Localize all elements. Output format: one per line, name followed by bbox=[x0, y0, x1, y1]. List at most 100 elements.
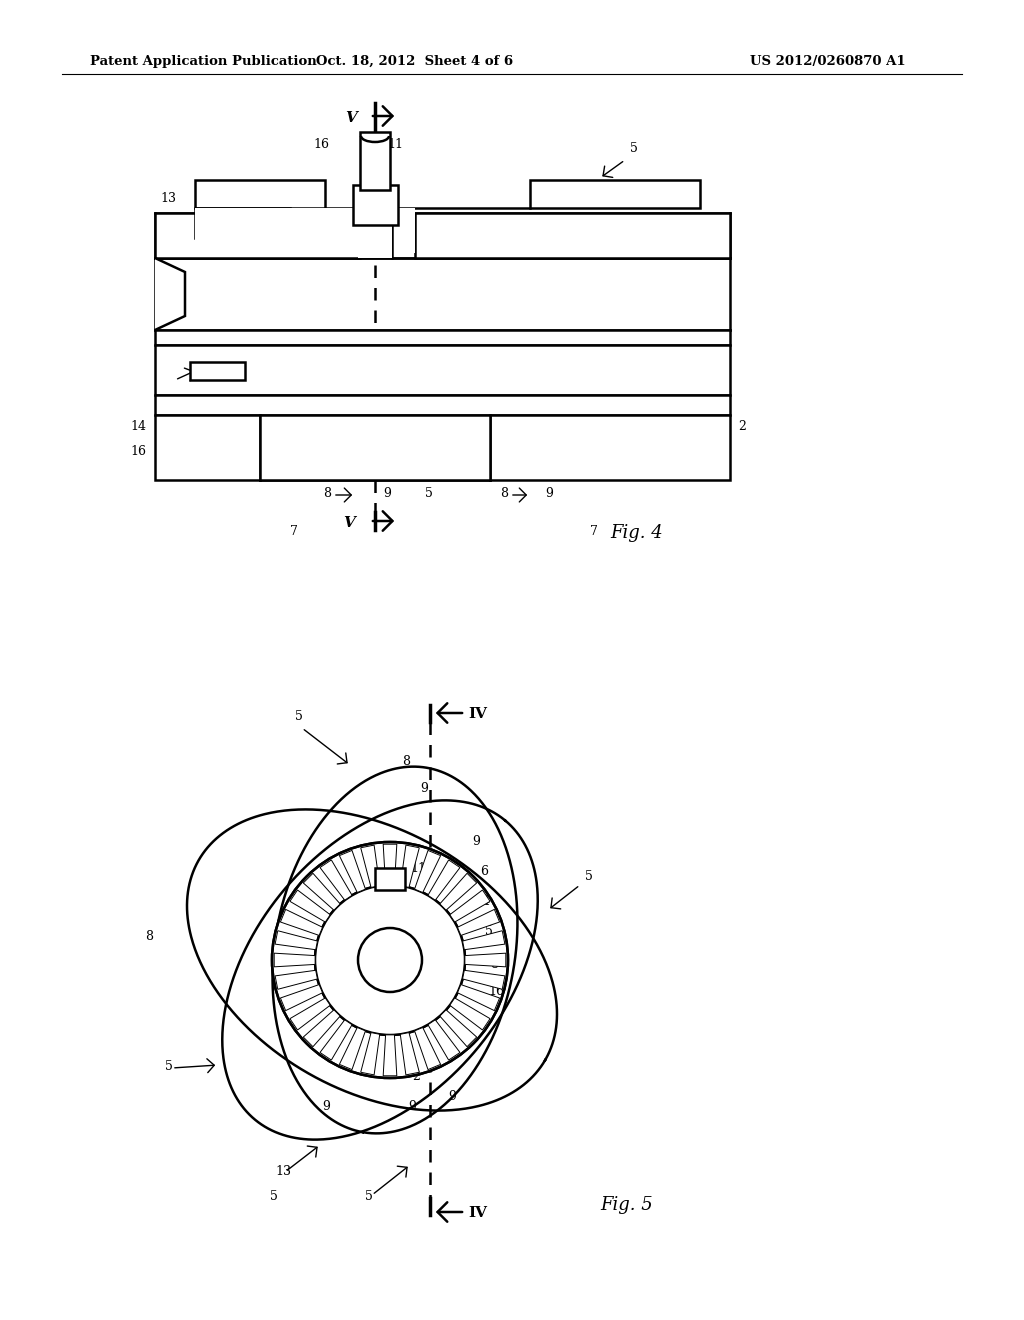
Bar bbox=[155, 330, 730, 345]
Text: US 2012/0260870 A1: US 2012/0260870 A1 bbox=[750, 55, 905, 69]
Text: 5: 5 bbox=[585, 870, 593, 883]
Bar bbox=[490, 414, 730, 480]
Text: 9: 9 bbox=[322, 1100, 330, 1113]
Bar bbox=[190, 362, 245, 380]
Circle shape bbox=[303, 873, 477, 1047]
Text: 9: 9 bbox=[449, 1090, 456, 1104]
Bar bbox=[360, 132, 390, 190]
Polygon shape bbox=[155, 257, 185, 330]
Polygon shape bbox=[275, 970, 317, 989]
Polygon shape bbox=[275, 931, 317, 949]
Text: 9: 9 bbox=[545, 487, 553, 500]
Bar bbox=[195, 209, 352, 253]
Polygon shape bbox=[415, 1027, 440, 1069]
Bar bbox=[155, 414, 260, 480]
Bar bbox=[530, 180, 700, 209]
Polygon shape bbox=[290, 998, 330, 1030]
Text: 6: 6 bbox=[480, 865, 488, 878]
Text: 13: 13 bbox=[275, 1166, 291, 1177]
Text: 13: 13 bbox=[160, 191, 176, 205]
Polygon shape bbox=[428, 859, 460, 900]
Text: 5: 5 bbox=[165, 1060, 173, 1073]
Polygon shape bbox=[450, 998, 490, 1030]
Polygon shape bbox=[290, 890, 330, 923]
Bar bbox=[195, 180, 325, 209]
Polygon shape bbox=[319, 859, 352, 900]
Text: 5: 5 bbox=[365, 1191, 373, 1203]
Polygon shape bbox=[319, 1020, 352, 1060]
Text: 5: 5 bbox=[270, 1191, 278, 1203]
Bar bbox=[155, 345, 730, 395]
Text: 9: 9 bbox=[472, 836, 480, 847]
Bar bbox=[375, 869, 406, 890]
Text: Fig. 5: Fig. 5 bbox=[600, 1196, 652, 1214]
Text: 2: 2 bbox=[412, 1071, 420, 1082]
Bar bbox=[530, 180, 700, 209]
Polygon shape bbox=[465, 953, 506, 966]
Polygon shape bbox=[274, 953, 315, 966]
Text: 9: 9 bbox=[383, 487, 391, 500]
Bar bbox=[155, 414, 260, 480]
Polygon shape bbox=[440, 1010, 477, 1047]
Bar bbox=[415, 213, 730, 257]
Bar bbox=[358, 213, 392, 257]
Text: Patent Application Publication: Patent Application Publication bbox=[90, 55, 316, 69]
Bar bbox=[155, 395, 730, 414]
Bar bbox=[415, 213, 730, 257]
Text: 7: 7 bbox=[590, 525, 598, 539]
Text: 11: 11 bbox=[410, 862, 426, 875]
Bar bbox=[195, 209, 290, 238]
Text: Fig. 4: Fig. 4 bbox=[610, 524, 663, 543]
Bar bbox=[397, 209, 415, 253]
Text: 5: 5 bbox=[630, 143, 638, 154]
Bar bbox=[155, 395, 730, 414]
Bar bbox=[155, 330, 730, 345]
Text: 9: 9 bbox=[408, 1100, 416, 1113]
Polygon shape bbox=[303, 1010, 340, 1047]
Polygon shape bbox=[360, 845, 380, 887]
Bar bbox=[155, 213, 360, 257]
Text: 8: 8 bbox=[402, 755, 410, 768]
Text: 9: 9 bbox=[420, 781, 428, 795]
Polygon shape bbox=[281, 985, 323, 1011]
Text: 5: 5 bbox=[485, 925, 493, 939]
Text: V: V bbox=[345, 111, 357, 125]
Polygon shape bbox=[463, 931, 505, 949]
Polygon shape bbox=[458, 909, 500, 936]
Text: 2: 2 bbox=[738, 420, 745, 433]
Polygon shape bbox=[400, 1032, 419, 1074]
Bar bbox=[490, 414, 730, 480]
Polygon shape bbox=[440, 874, 477, 911]
Text: 7: 7 bbox=[290, 525, 298, 539]
Text: 5: 5 bbox=[365, 442, 373, 455]
Bar bbox=[155, 345, 730, 395]
Polygon shape bbox=[339, 850, 366, 892]
Polygon shape bbox=[415, 850, 440, 892]
Text: 11: 11 bbox=[387, 139, 403, 150]
Text: 8: 8 bbox=[490, 958, 498, 972]
Circle shape bbox=[361, 931, 419, 989]
Circle shape bbox=[272, 842, 508, 1078]
Text: IV: IV bbox=[468, 1206, 487, 1220]
Text: 8: 8 bbox=[500, 487, 508, 500]
Polygon shape bbox=[383, 845, 397, 886]
Text: 4: 4 bbox=[482, 895, 490, 908]
Polygon shape bbox=[303, 874, 340, 911]
Bar bbox=[195, 209, 352, 253]
Text: 16: 16 bbox=[488, 985, 504, 998]
Polygon shape bbox=[281, 909, 323, 936]
Bar bbox=[397, 209, 415, 253]
Bar bbox=[195, 209, 290, 238]
Text: 16: 16 bbox=[130, 445, 146, 458]
Bar bbox=[155, 213, 360, 257]
Bar bbox=[352, 185, 397, 224]
Polygon shape bbox=[339, 1027, 366, 1069]
Circle shape bbox=[315, 884, 465, 1035]
Text: 8: 8 bbox=[145, 931, 153, 942]
Polygon shape bbox=[383, 1035, 397, 1076]
Polygon shape bbox=[450, 890, 490, 923]
Text: 5: 5 bbox=[295, 710, 303, 723]
Bar bbox=[260, 414, 490, 480]
Polygon shape bbox=[428, 1020, 460, 1060]
Polygon shape bbox=[463, 970, 505, 989]
